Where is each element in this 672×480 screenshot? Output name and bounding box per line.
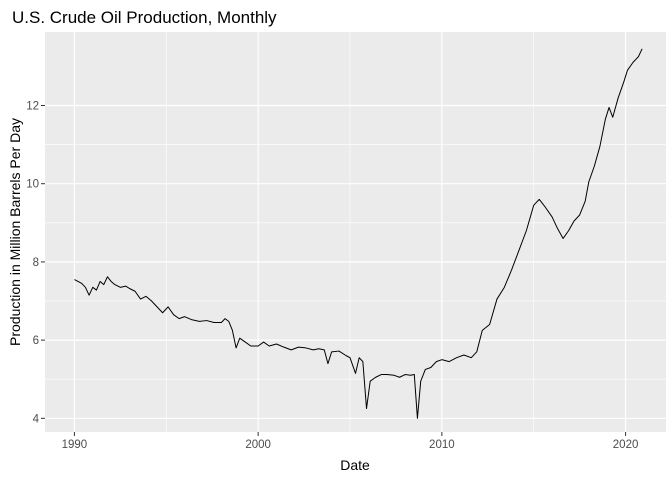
y-tick-label: 12 <box>26 101 39 113</box>
y-tick-label: 6 <box>33 335 39 347</box>
x-axis-ticks: 1990 2000 2010 2020 <box>62 432 639 451</box>
major-gridlines <box>45 32 666 432</box>
x-tick-label: 2000 <box>245 439 271 451</box>
x-tick-label: 2020 <box>613 439 639 451</box>
y-axis-title: Production in Million Barrels Per Day <box>7 118 23 346</box>
y-axis-ticks: 4 6 8 10 12 <box>26 101 45 425</box>
x-axis-title: Date <box>340 457 370 473</box>
series-line <box>74 48 643 419</box>
y-tick-label: 10 <box>26 179 39 191</box>
chart-title: U.S. Crude Oil Production, Monthly <box>12 8 277 27</box>
x-tick-label: 1990 <box>62 439 88 451</box>
y-tick-label: 8 <box>33 257 39 269</box>
x-tick-label: 2010 <box>429 439 455 451</box>
plot-panel <box>45 32 666 432</box>
minor-gridlines <box>45 32 666 432</box>
y-tick-label: 4 <box>33 413 40 425</box>
